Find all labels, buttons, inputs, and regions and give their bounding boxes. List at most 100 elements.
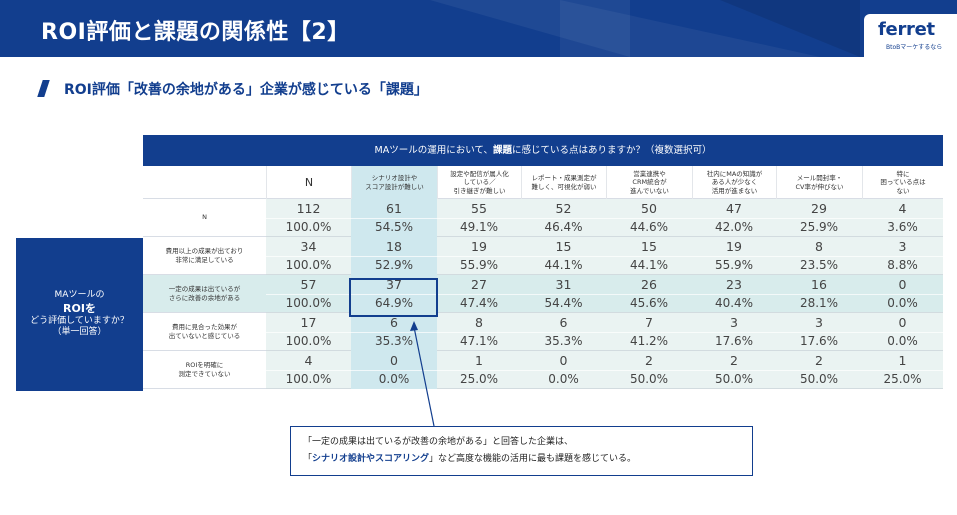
count-cell: 0 bbox=[390, 353, 398, 368]
count-cell: 19 bbox=[471, 239, 487, 254]
row-header: 費用以上の成果が出ており 非常に満足している bbox=[143, 237, 266, 275]
column-header: レポート・成果測定が 難しく、可視化が弱い bbox=[521, 166, 606, 199]
count-cell: 0 bbox=[898, 315, 907, 330]
count-cell: 57 bbox=[300, 277, 317, 292]
percent-cell: 46.4% bbox=[544, 220, 583, 234]
count-cell: 29 bbox=[811, 201, 827, 216]
percent-cell: 54.4% bbox=[544, 296, 583, 310]
count-cell: 1 bbox=[475, 353, 483, 368]
column-header: メール開封率・ CV率が伸びない bbox=[776, 166, 862, 199]
count-cell: 15 bbox=[555, 239, 572, 254]
ferret-logo: ferret BtoBマーケするなら bbox=[864, 14, 957, 57]
count-cell: 61 bbox=[386, 201, 402, 216]
column-header: 営業連携や CRM統合が 進んでいない bbox=[606, 166, 692, 199]
column-header: シナリオ設計や スコア設計が難しい bbox=[351, 166, 437, 199]
callout-emphasis: シナリオ設計やスコアリング bbox=[312, 454, 430, 464]
count-cell: 4 bbox=[304, 353, 313, 368]
column-header: 社内にMAの知識が ある人が少なく 活用が進まない bbox=[692, 166, 776, 199]
percent-cell: 100.0% bbox=[285, 334, 332, 348]
count-cell: 6 bbox=[559, 315, 568, 330]
count-cell: 31 bbox=[555, 277, 572, 292]
count-cell: 112 bbox=[296, 201, 321, 216]
percent-cell: 50.0% bbox=[714, 372, 754, 386]
percent-cell: 47.1% bbox=[459, 334, 499, 348]
callout-line2-suffix: 」など高度な機能の活用に最も課題を感じている。 bbox=[429, 454, 637, 464]
percent-cell: 8.8% bbox=[887, 258, 918, 272]
percent-cell: 44.6% bbox=[629, 220, 669, 234]
count-cell: 47 bbox=[726, 201, 742, 216]
percent-cell: 35.3% bbox=[374, 334, 414, 348]
count-cell: 17 bbox=[300, 315, 317, 330]
row-header: ROIを明確に 測定できていない bbox=[143, 351, 266, 389]
percent-cell: 17.6% bbox=[714, 334, 754, 348]
row-divider bbox=[266, 256, 943, 257]
count-cell: 2 bbox=[645, 353, 653, 368]
percent-cell: 55.9% bbox=[459, 258, 499, 272]
percent-cell: 55.9% bbox=[714, 258, 754, 272]
page-header: ROI評価と課題の関係性【2】 ferret BtoBマーケするなら bbox=[0, 0, 957, 57]
side-label-line4: （単一回答） bbox=[52, 327, 107, 338]
question-suffix: に感じている点はありますか？（複数選択可） bbox=[511, 145, 712, 156]
callout-box: 「一定の成果は出ているが改善の余地がある」と回答した企業は、 「シナリオ設計やス… bbox=[290, 426, 753, 476]
count-cell: 3 bbox=[898, 239, 907, 254]
percent-cell: 49.1% bbox=[459, 220, 499, 234]
percent-cell: 0.0% bbox=[887, 296, 918, 310]
count-cell: 52 bbox=[555, 201, 572, 216]
percent-cell: 44.1% bbox=[544, 258, 583, 272]
count-cell: 34 bbox=[300, 239, 317, 254]
row-divider bbox=[266, 294, 943, 295]
side-label-line2: ROIを bbox=[63, 301, 96, 315]
percent-cell: 50.0% bbox=[799, 372, 839, 386]
page-title: ROI評価と課題の関係性【2】 bbox=[41, 20, 350, 45]
count-cell: 23 bbox=[726, 277, 742, 292]
callout-line2: 「シナリオ設計やスコアリング」など高度な機能の活用に最も課題を感じている。 bbox=[303, 451, 740, 468]
row-header: 一定の成果は出ているが さらに改善の余地がある bbox=[143, 275, 266, 313]
column-header: 特に 困っている点は ない bbox=[862, 166, 943, 199]
count-cell: 16 bbox=[811, 277, 827, 292]
count-cell: 19 bbox=[726, 239, 742, 254]
column-header: N bbox=[266, 166, 351, 199]
percent-cell: 50.0% bbox=[629, 372, 669, 386]
percent-cell: 100.0% bbox=[285, 220, 332, 234]
count-cell: 50 bbox=[641, 201, 657, 216]
percent-cell: 45.6% bbox=[629, 296, 669, 310]
count-cell: 0 bbox=[559, 353, 568, 368]
percent-cell: 23.5% bbox=[799, 258, 839, 272]
table-column-headers: N シナリオ設計や スコア設計が難しい 設定や配信が属人化 している／ 引き継ぎが難しいレ… bbox=[143, 166, 943, 199]
question-emphasis: 課題 bbox=[492, 145, 512, 156]
count-cell: 8 bbox=[815, 239, 823, 254]
column-header: 設定や配信が属人化 している／ 引き継ぎが難しい bbox=[437, 166, 521, 199]
count-cell: 3 bbox=[815, 315, 823, 330]
percent-cell: 100.0% bbox=[285, 258, 332, 272]
percent-cell: 28.1% bbox=[799, 296, 839, 310]
row-header: N bbox=[143, 199, 266, 237]
percent-cell: 0.0% bbox=[378, 372, 410, 386]
count-cell: 18 bbox=[386, 239, 402, 254]
percent-cell: 64.9% bbox=[374, 296, 414, 310]
count-cell: 4 bbox=[898, 201, 907, 216]
percent-cell: 40.4% bbox=[714, 296, 754, 310]
row-header: 費用に見合った効果が 出ていないと感じている bbox=[143, 313, 266, 351]
side-label-line1: MAツールの bbox=[54, 289, 105, 300]
percent-cell: 52.9% bbox=[374, 258, 414, 272]
count-cell: 1 bbox=[898, 353, 907, 368]
count-cell: 27 bbox=[471, 277, 487, 292]
count-cell: 6 bbox=[390, 315, 398, 330]
count-cell: 8 bbox=[475, 315, 483, 330]
percent-cell: 25.0% bbox=[459, 372, 499, 386]
count-cell: 3 bbox=[730, 315, 738, 330]
percent-cell: 17.6% bbox=[799, 334, 839, 348]
percent-cell: 25.9% bbox=[799, 220, 839, 234]
percent-cell: 3.6% bbox=[887, 220, 918, 234]
percent-cell: 42.0% bbox=[714, 220, 754, 234]
count-cell: 37 bbox=[386, 277, 402, 292]
callout-line2-prefix: 「 bbox=[303, 454, 313, 464]
percent-cell: 100.0% bbox=[285, 372, 332, 386]
question-prefix: MAツールの運用において、 bbox=[374, 145, 493, 156]
callout-line1: 「一定の成果は出ているが改善の余地がある」と回答した企業は、 bbox=[303, 437, 574, 447]
percent-cell: 41.2% bbox=[629, 334, 669, 348]
percent-cell: 54.5% bbox=[374, 220, 414, 234]
percent-cell: 47.4% bbox=[459, 296, 499, 310]
table-question-header: MAツールの運用において、課題に感じている点はありますか？（複数選択可） bbox=[143, 135, 943, 166]
